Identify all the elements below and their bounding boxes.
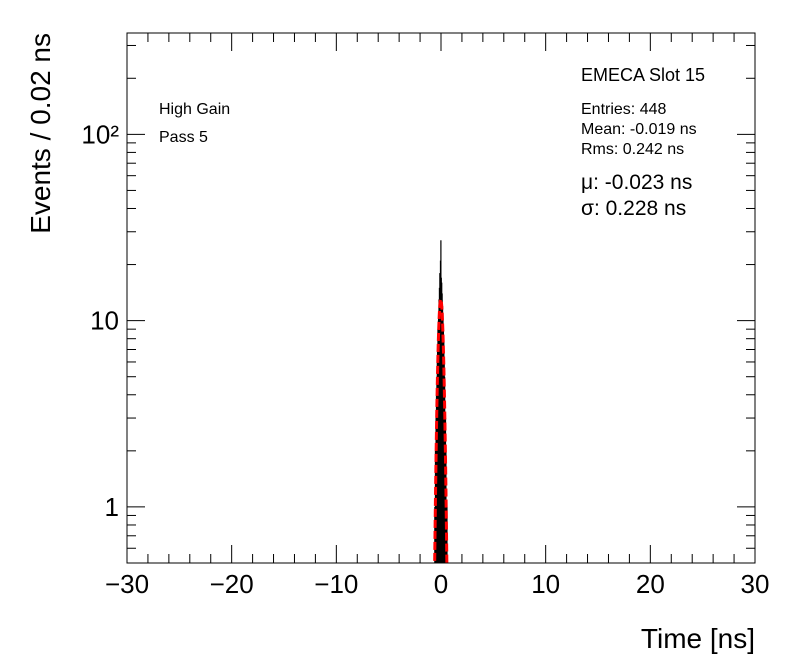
annotation: High Gain (159, 101, 230, 118)
stats-title: EMECA Slot 15 (581, 65, 705, 85)
x-axis-title: Time [ns] (641, 623, 755, 654)
stats-entry: Entries: 448 (581, 101, 666, 118)
x-tick-label: 30 (741, 569, 770, 599)
x-tick-label: 0 (434, 569, 448, 599)
x-tick-label: 10 (531, 569, 560, 599)
fit-entry: μ: -0.023 ns (581, 171, 692, 194)
x-tick-label: −30 (105, 569, 149, 599)
y-tick-label: 10² (81, 119, 119, 149)
stats-entry: Rms: 0.242 ns (581, 141, 684, 158)
x-tick-label: −10 (314, 569, 358, 599)
annotation: Pass 5 (159, 129, 208, 146)
x-tick-label: 20 (636, 569, 665, 599)
x-tick-label: −20 (210, 569, 254, 599)
stats-entry: Mean: -0.019 ns (581, 121, 697, 138)
y-tick-label: 10 (90, 306, 119, 336)
y-axis-title: Events / 0.02 ns (25, 33, 56, 234)
fit-entry: σ: 0.228 ns (581, 197, 686, 220)
y-tick-label: 1 (105, 492, 119, 522)
